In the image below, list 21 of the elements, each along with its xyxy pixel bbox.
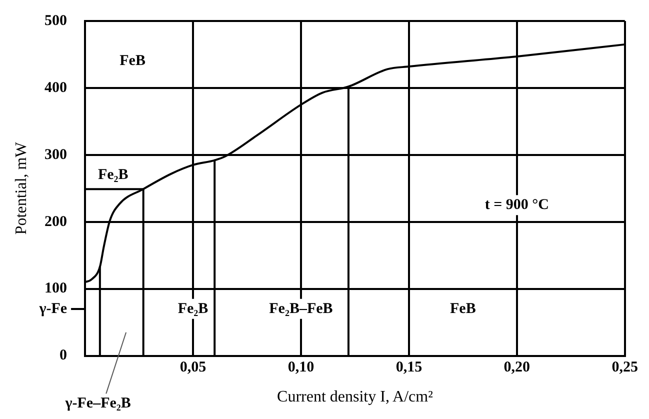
x-tick-label: 0,15: [396, 360, 422, 376]
annotation: Fe₂B: [98, 166, 128, 183]
x-tick-label: 0,10: [288, 360, 314, 376]
y-tick-label: 400: [44, 80, 68, 96]
x-tick-label: 0,20: [504, 360, 530, 376]
y-tick-label: 500: [44, 12, 68, 29]
annotation: t = 900 °C: [484, 197, 549, 214]
x-tick-label: 0,25: [612, 360, 638, 376]
text: γ-Fe–Fe₂B: [64, 396, 131, 412]
annotation: Fe₂B–FeB: [269, 300, 333, 317]
annotation: FeB: [450, 300, 476, 317]
y-tick-label: 0: [60, 348, 68, 364]
y-tick-label: 200: [44, 214, 68, 230]
annotation: FeB: [120, 53, 146, 70]
y-tick-label: γ-Fe: [38, 300, 68, 317]
annotation: Fe₂B: [178, 300, 208, 317]
y-axis-title: Potential, mW: [12, 141, 30, 235]
y-tick-label: 300: [44, 146, 68, 163]
x-axis-title: Current density I, A/cm²: [277, 388, 434, 406]
x-tick-label: 0,05: [180, 360, 206, 376]
y-tick-label: 100: [44, 280, 68, 297]
